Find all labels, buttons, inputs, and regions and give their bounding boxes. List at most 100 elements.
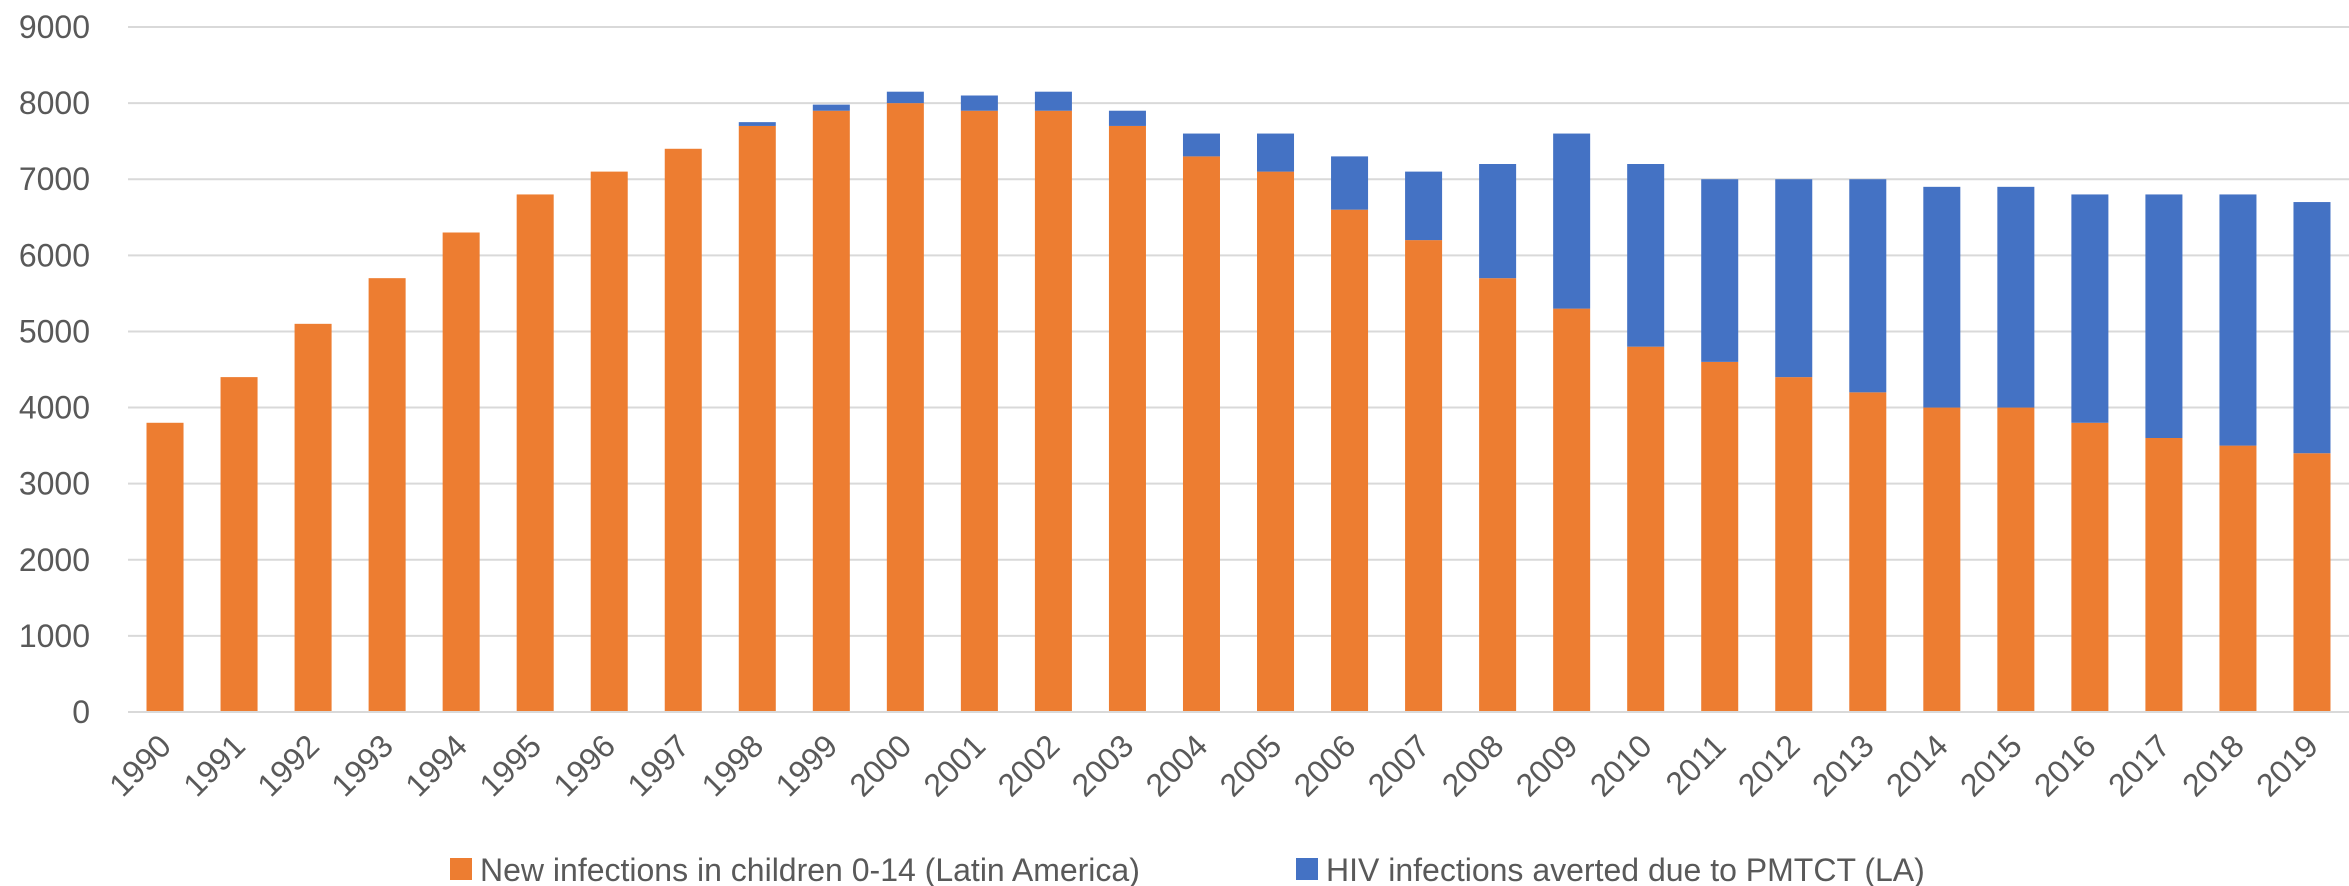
- bar-infections-averted: [1479, 164, 1517, 279]
- gridlines: [128, 26, 2349, 637]
- bar-new-infections: [516, 194, 554, 712]
- bar-infections-averted: [1627, 164, 1665, 347]
- bar-new-infections: [2145, 438, 2183, 712]
- x-tick-label: 2000: [843, 727, 919, 803]
- bar-infections-averted: [1182, 133, 1220, 157]
- y-tick-label: 2000: [19, 542, 90, 578]
- x-tick-label: 2016: [2027, 727, 2103, 803]
- bar-new-infections: [1108, 125, 1146, 712]
- legend-swatch-infections-averted: [1296, 858, 1318, 880]
- legend-label-infections-averted: HIV infections averted due to PMTCT (LA): [1326, 852, 1925, 886]
- bar-new-infections: [146, 422, 184, 712]
- bar-infections-averted: [1034, 91, 1072, 111]
- y-tick-label: 7000: [19, 161, 90, 197]
- bar-new-infections: [442, 232, 480, 712]
- x-tick-label: 2009: [1509, 727, 1585, 803]
- x-tick-label: 2005: [1213, 727, 1289, 803]
- x-tick-label: 2015: [1953, 727, 2029, 803]
- bar-new-infections: [1701, 361, 1739, 712]
- y-tick-label: 9000: [19, 9, 90, 45]
- bar-infections-averted: [812, 104, 850, 111]
- bar-infections-averted: [1923, 186, 1961, 408]
- bar-infections-averted: [1849, 179, 1887, 393]
- bar-infections-averted: [738, 122, 776, 126]
- y-tick-label: 8000: [19, 85, 90, 121]
- x-tick-label: 2013: [1805, 727, 1881, 803]
- x-axis-tick-labels: 1990199119921993199419951996199719981999…: [102, 727, 2325, 803]
- bar-infections-averted: [1775, 179, 1813, 378]
- bar-new-infections: [664, 148, 702, 712]
- x-tick-label: 2014: [1879, 727, 1955, 803]
- x-tick-label: 1990: [102, 727, 178, 803]
- y-tick-label: 5000: [19, 313, 90, 349]
- bar-new-infections: [738, 125, 776, 712]
- bar-new-infections: [368, 278, 406, 712]
- bar-new-infections: [1257, 171, 1295, 713]
- bar-infections-averted: [1257, 133, 1295, 172]
- x-tick-label: 1992: [250, 727, 326, 803]
- bar-new-infections: [812, 110, 850, 712]
- y-tick-label: 1000: [19, 618, 90, 654]
- bar-new-infections: [1553, 308, 1591, 712]
- x-tick-label: 2003: [1065, 727, 1141, 803]
- x-tick-label: 2019: [2249, 727, 2325, 803]
- x-tick-label: 2004: [1139, 727, 1215, 803]
- x-tick-label: 1991: [176, 727, 252, 803]
- bar-infections-averted: [2293, 202, 2331, 454]
- y-tick-label: 0: [72, 694, 90, 730]
- bar-new-infections: [590, 171, 628, 713]
- bar-infections-averted: [1108, 110, 1146, 126]
- bar-new-infections: [220, 377, 258, 712]
- bar-new-infections: [1997, 407, 2035, 712]
- bar-infections-averted: [1405, 171, 1443, 241]
- bar-new-infections: [1627, 346, 1665, 712]
- bar-infections-averted: [1701, 179, 1739, 362]
- bar-new-infections: [294, 323, 332, 712]
- x-tick-label: 2012: [1731, 727, 1807, 803]
- x-tick-label: 1997: [620, 727, 696, 803]
- x-tick-label: 1995: [472, 727, 548, 803]
- x-tick-label: 2001: [917, 727, 993, 803]
- bar-infections-averted: [1553, 133, 1591, 309]
- x-tick-label: 2007: [1361, 727, 1437, 803]
- x-tick-label: 2006: [1287, 727, 1363, 803]
- bar-new-infections: [886, 103, 924, 713]
- legend-label-new-infections: New infections in children 0-14 (Latin A…: [480, 852, 1140, 886]
- bar-infections-averted: [1331, 156, 1369, 210]
- x-tick-label: 1996: [546, 727, 622, 803]
- bar-new-infections: [1479, 278, 1517, 712]
- bar-new-infections: [1405, 240, 1443, 712]
- x-tick-label: 1999: [768, 727, 844, 803]
- y-tick-label: 4000: [19, 390, 90, 426]
- legend-swatch-new-infections: [450, 858, 472, 880]
- bar-infections-averted: [2145, 194, 2183, 438]
- bar-new-infections: [1775, 377, 1813, 712]
- bar-new-infections: [1182, 156, 1220, 712]
- bar-new-infections: [1331, 209, 1369, 712]
- bar-new-infections: [960, 110, 998, 712]
- y-tick-label: 6000: [19, 237, 90, 273]
- bar-new-infections: [2219, 445, 2257, 712]
- x-tick-label: 2002: [991, 727, 1067, 803]
- x-tick-label: 1994: [398, 727, 474, 803]
- bar-new-infections: [1923, 407, 1961, 712]
- bar-infections-averted: [2219, 194, 2257, 446]
- bar-new-infections: [1034, 110, 1072, 712]
- x-tick-label: 2008: [1435, 727, 1511, 803]
- bar-new-infections: [2071, 422, 2109, 712]
- legend: New infections in children 0-14 (Latin A…: [450, 852, 1925, 886]
- bars: [146, 91, 2331, 713]
- x-tick-label: 1993: [324, 727, 400, 803]
- x-tick-label: 2018: [2175, 727, 2251, 803]
- x-tick-label: 2017: [2101, 727, 2177, 803]
- bar-infections-averted: [886, 91, 924, 104]
- x-tick-label: 1998: [694, 727, 770, 803]
- bar-new-infections: [2293, 453, 2331, 712]
- y-tick-label: 3000: [19, 466, 90, 502]
- x-tick-label: 2010: [1583, 727, 1659, 803]
- bar-infections-averted: [2071, 194, 2109, 423]
- bar-new-infections: [1849, 392, 1887, 712]
- y-axis-tick-labels: 0 1000 2000 3000 4000 5000 6000 7000 8000 9000: [19, 9, 90, 730]
- bar-infections-averted: [1997, 186, 2035, 408]
